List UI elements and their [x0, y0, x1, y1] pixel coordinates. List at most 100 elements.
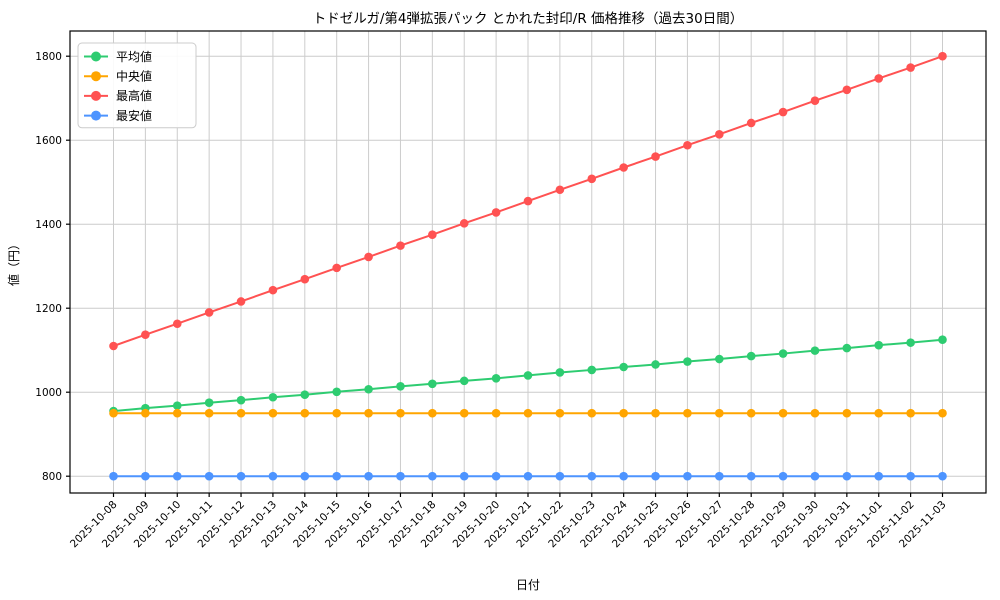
series-max-point: [746, 118, 756, 128]
series-max-point: [300, 274, 310, 284]
series-median-point: [268, 408, 278, 418]
series-median-point: [587, 408, 597, 418]
x-axis-label: 日付: [516, 578, 540, 592]
series-min-point: [842, 471, 852, 481]
series-mean: [109, 335, 947, 416]
series-median-point: [204, 408, 214, 418]
series-max-point: [778, 107, 788, 117]
series-max-point: [204, 308, 214, 317]
series-mean-point: [906, 338, 915, 347]
series-mean-point: [683, 357, 692, 366]
series-max-point: [109, 341, 118, 351]
series-mean-point: [332, 387, 341, 397]
series-median-point: [651, 408, 660, 418]
series-median-point: [683, 408, 692, 418]
legend-label: 最高値: [116, 88, 152, 103]
series-min-point: [715, 471, 724, 481]
y-tick-label: 1000: [35, 387, 62, 399]
series-min-point: [236, 471, 246, 481]
series-mean-point: [204, 398, 214, 408]
series-min-point: [172, 471, 182, 481]
series-median-point: [459, 408, 469, 418]
series-max-point: [938, 51, 947, 61]
series-min-point: [459, 471, 469, 481]
series-min-point: [746, 471, 756, 481]
legend-marker: [91, 51, 101, 62]
series-max-point: [715, 130, 724, 139]
series-max-point: [172, 319, 182, 329]
series-min-point: [906, 471, 915, 481]
series-max-point: [428, 230, 437, 239]
series-median-point: [938, 408, 947, 418]
series-median-point: [555, 408, 565, 418]
series-min-point: [523, 471, 533, 481]
series-median-point: [842, 408, 852, 418]
legend-marker: [91, 90, 101, 101]
series-median-point: [141, 408, 150, 418]
legend-item-min: 最安値: [84, 108, 152, 123]
series-mean-point: [874, 340, 884, 350]
series-median-point: [619, 408, 628, 418]
legend-item-max: 最高値: [84, 88, 152, 103]
series-mean-point: [236, 395, 246, 405]
series-mean-point: [428, 379, 437, 389]
series-mean-point: [715, 354, 724, 364]
series-median-point: [172, 408, 182, 418]
series-median-point: [428, 408, 437, 418]
series-mean-point: [459, 376, 469, 386]
series-median-point: [810, 408, 820, 418]
series-mean-point: [364, 384, 373, 394]
legend-item-median: 中央値: [84, 69, 152, 84]
series-max-point: [236, 297, 246, 306]
series-median-point: [778, 408, 788, 418]
series-min-point: [810, 471, 820, 481]
series-min-point: [141, 471, 150, 481]
series-max-point: [810, 96, 820, 106]
series-min-point: [587, 471, 597, 481]
chart-title: トドゼルガ/第4弾拡張パック とかれた封印/R 価格推移（過去30日間）: [313, 10, 743, 27]
series-max-point: [396, 241, 405, 250]
series-mean-point: [268, 392, 278, 402]
series-min-point: [555, 471, 565, 481]
series-min-point: [204, 471, 214, 481]
y-tick-label: 1200: [35, 303, 62, 315]
series-mean-point: [491, 374, 501, 383]
series-max-point: [364, 252, 373, 262]
series-max-point: [268, 285, 278, 295]
series-max-point: [619, 163, 628, 172]
series-median-point: [491, 408, 501, 418]
series-min-point: [109, 471, 118, 481]
series-max-point: [842, 85, 852, 95]
series-min-point: [938, 471, 947, 481]
series-mean-point: [651, 360, 660, 369]
series-median-point: [523, 408, 533, 418]
series-median-point: [109, 408, 118, 418]
series-mean-point: [396, 382, 405, 391]
series-median-point: [874, 408, 884, 418]
series-min-point: [332, 471, 341, 481]
series-max-point: [491, 208, 501, 217]
legend-box: [77, 42, 197, 129]
legend-label: 最安値: [116, 108, 152, 123]
legend-label: 平均値: [116, 49, 152, 64]
series-max-point: [332, 263, 341, 273]
series-max-point: [651, 152, 660, 161]
legend-item-mean: 平均値: [84, 49, 152, 64]
series-mean-point: [778, 349, 788, 358]
series-mean-point: [746, 351, 756, 361]
series-min-point: [491, 471, 501, 481]
series-max: [109, 51, 947, 351]
series-mean-point: [523, 371, 533, 380]
series-median-point: [715, 408, 724, 418]
series-min: [109, 471, 947, 481]
gridlines: [70, 31, 986, 493]
y-tick-label: 1800: [35, 51, 62, 63]
legend-marker: [91, 71, 101, 82]
series-median-point: [300, 408, 310, 418]
series-mean-point: [842, 343, 852, 353]
legend-label: 中央値: [116, 69, 152, 84]
series-min-point: [268, 471, 278, 481]
